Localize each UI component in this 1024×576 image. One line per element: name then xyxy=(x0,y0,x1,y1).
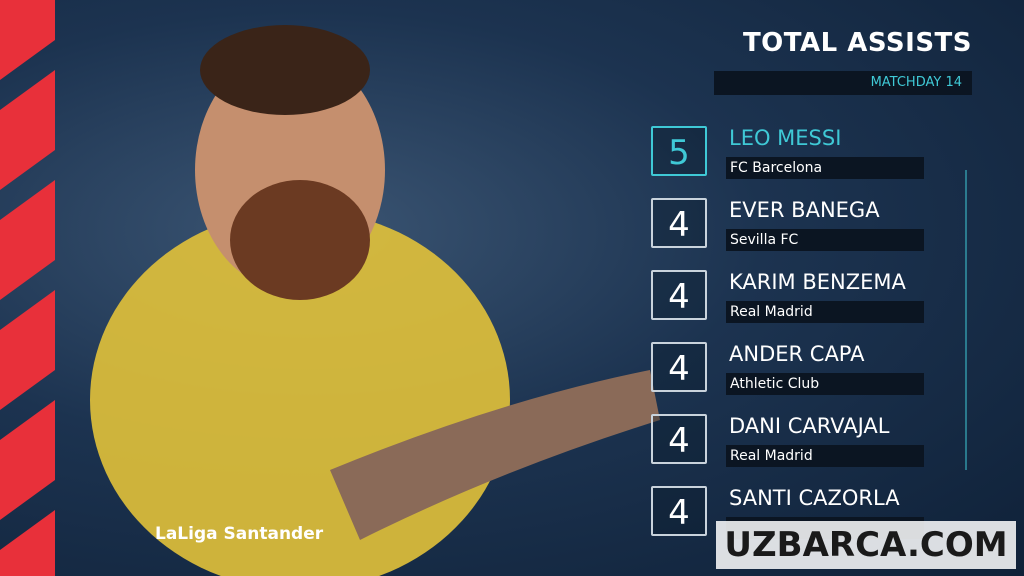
player-row: 4 ANDER CAPA Athletic Club xyxy=(651,342,931,398)
assists: 4 xyxy=(651,414,707,464)
assists: 4 xyxy=(651,270,707,320)
player-row: 4 KARIM BENZEMA Real Madrid xyxy=(651,270,931,326)
watermark: UZBARCA.COM xyxy=(716,521,1016,569)
assists: 4 xyxy=(651,486,707,536)
assists: 4 xyxy=(651,198,707,248)
assists: 4 xyxy=(651,342,707,392)
club-name: Athletic Club xyxy=(726,373,924,395)
subtitle: MATCHDAY 14 xyxy=(714,71,972,95)
player-row: 5 LEO MESSI FC Barcelona xyxy=(651,126,931,182)
player-name: DANI CARVAJAL xyxy=(729,414,890,438)
logo: LaLiga Santander xyxy=(155,524,324,544)
player-beard xyxy=(230,180,370,300)
club-name: FC Barcelona xyxy=(726,157,924,179)
player-name: ANDER CAPA xyxy=(729,342,865,366)
player-name: KARIM BENZEMA xyxy=(729,270,906,294)
red-pattern xyxy=(0,0,55,576)
player-row: 4 DANI CARVAJAL Real Madrid xyxy=(651,414,931,470)
title: TOTAL ASSISTS xyxy=(742,28,972,58)
player-name: LEO MESSI xyxy=(729,126,842,150)
club-name: Sevilla FC xyxy=(726,229,924,251)
club-name: Real Madrid xyxy=(726,445,924,467)
player-row: 4 EVER BANEGA Sevilla FC xyxy=(651,198,931,254)
club-name: Real Madrid xyxy=(726,301,924,323)
assists: 5 xyxy=(651,126,707,176)
player-name: SANTI CAZORLA xyxy=(729,486,900,510)
player-name: EVER BANEGA xyxy=(729,198,880,222)
player-hair xyxy=(200,25,370,115)
player-arm xyxy=(330,370,660,540)
